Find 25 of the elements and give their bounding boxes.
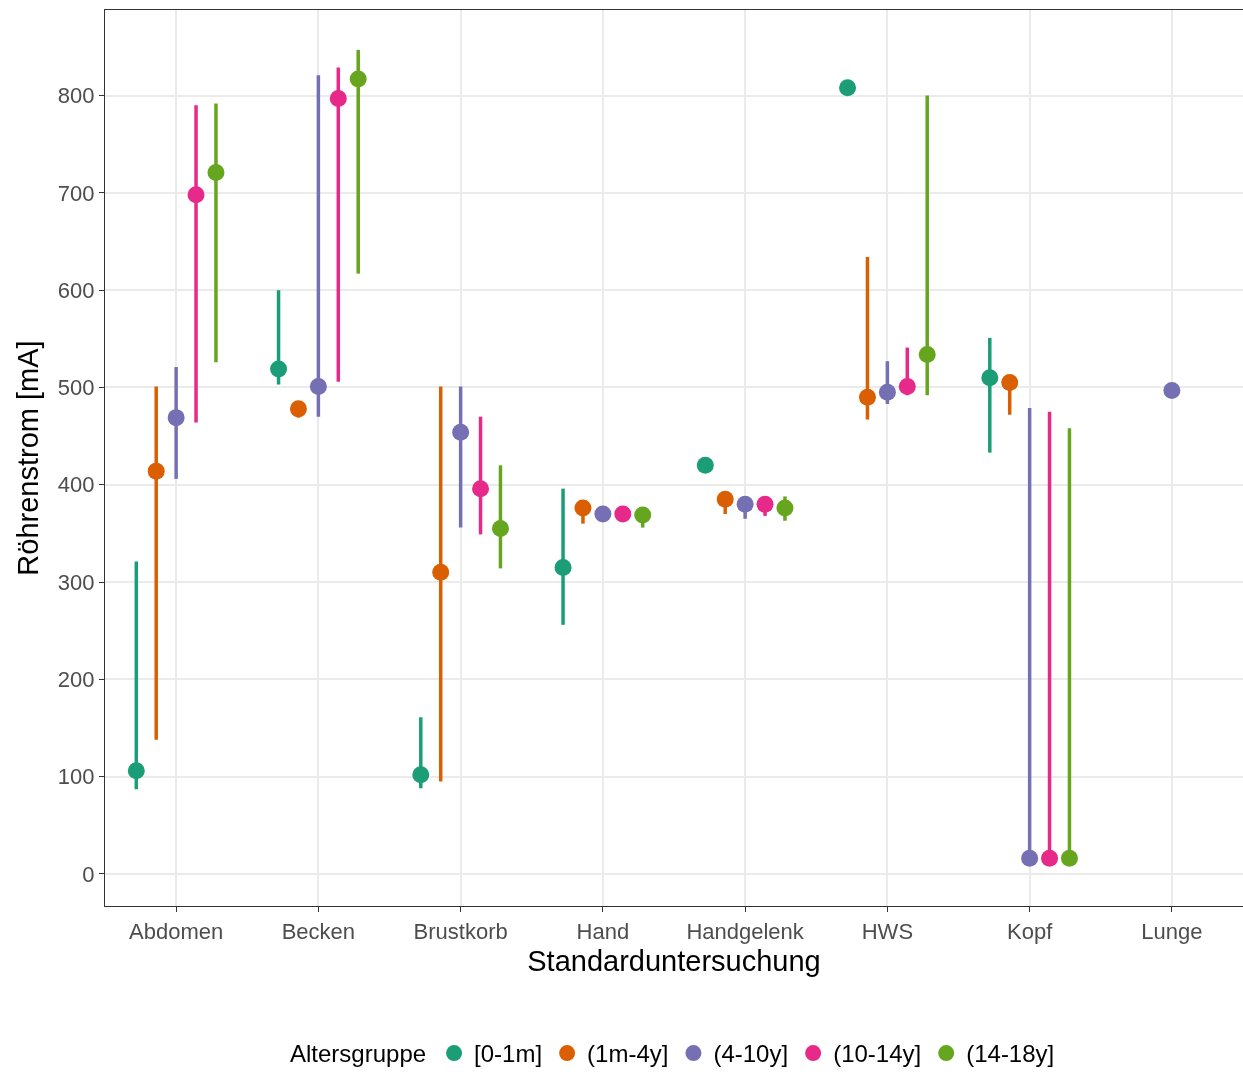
legend-label: (4-10y] bbox=[713, 1040, 789, 1068]
x-tick-label: Hand bbox=[576, 918, 630, 944]
legend-label: [0-1m] bbox=[474, 1040, 543, 1068]
legend-label: (1m-4y] bbox=[587, 1040, 669, 1068]
y-tick-label: 200 bbox=[57, 667, 95, 693]
x-tick-label: Handgelenk bbox=[686, 918, 805, 944]
legend-title: Altersgruppe bbox=[290, 1040, 427, 1068]
y-tick-label: 100 bbox=[57, 764, 95, 790]
y-axis-title: Röhrenstrom [mA] bbox=[12, 340, 45, 576]
y-tick-label: 0 bbox=[82, 861, 95, 887]
x-axis-title: Standarduntersuchung bbox=[527, 945, 821, 978]
y-tick-label: 500 bbox=[57, 375, 95, 401]
x-tick-label: Lunge bbox=[1141, 918, 1203, 944]
legend-label: (14-18y] bbox=[966, 1040, 1055, 1068]
y-tick-label: 800 bbox=[57, 83, 95, 109]
legend-label: (10-14y] bbox=[833, 1040, 922, 1068]
y-tick-label: 700 bbox=[57, 180, 95, 206]
x-tick-label: Becken bbox=[281, 918, 356, 944]
y-tick-label: 600 bbox=[57, 277, 95, 303]
x-tick-label: Kopf bbox=[1007, 918, 1054, 944]
y-tick-label: 400 bbox=[57, 472, 95, 498]
y-tick-label: 300 bbox=[57, 569, 95, 595]
x-tick-label: Brustkorb bbox=[413, 918, 508, 944]
x-tick-label: HWS bbox=[861, 918, 914, 944]
x-tick-label: Abdomen bbox=[129, 918, 224, 944]
